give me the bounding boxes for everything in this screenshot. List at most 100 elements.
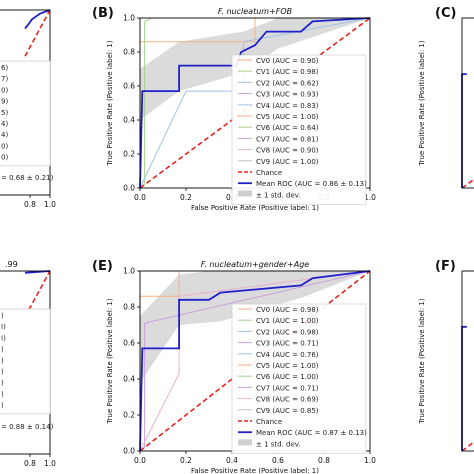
x-tick-label: 1.0 — [44, 459, 56, 468]
legend-entry: 4) — [1, 120, 8, 128]
x-axis-label: False Positive Rate (Positive label: 1) — [191, 467, 319, 474]
panel-b: 0.00.20.40.60.81.00.00.20.40.60.81.0Fals… — [92, 6, 376, 212]
legend-entry: CV6 (AUC = 1.00) — [256, 373, 319, 381]
legend-entry: 9) — [1, 98, 8, 106]
y-tick-label: 1.0 — [123, 267, 135, 276]
legend-entry: 0) — [1, 86, 8, 94]
panel-label: (E) — [92, 259, 113, 274]
x-tick-label: 1.0 — [364, 193, 376, 202]
y-tick-label: 0.4 — [123, 116, 135, 125]
y-tick-label: 0.0 — [123, 447, 135, 456]
legend-entry: ) — [1, 346, 4, 354]
legend-entry: CV2 (AUC = 0.98) — [256, 328, 319, 336]
legend-entry: ) — [1, 312, 4, 320]
legend-entry: CV0 (AUC = 0.98) — [256, 306, 319, 314]
mean-roc-line — [139, 270, 371, 452]
legend-entry: ) — [1, 390, 4, 398]
y-tick-label: 0.2 — [123, 150, 135, 159]
legend-entry: Chance — [256, 169, 282, 177]
legend-entry: ) — [1, 379, 4, 387]
legend-entry: I) — [1, 323, 6, 331]
panel-f: True Positive Rate (Positive label: 1) (F… — [418, 259, 474, 452]
legend-entry: CV2 (AUC = 0.62) — [256, 79, 319, 87]
legend-entry: ± 1 std. dev. — [256, 440, 301, 448]
legend-entry: CV3 (AUC = 0.71) — [256, 340, 319, 348]
y-axis-label: True Positive Rate (Positive label: 1) — [418, 298, 426, 424]
legend-box — [0, 60, 51, 167]
legend-entry: 7) — [1, 75, 8, 83]
panel-label: (F) — [435, 259, 456, 274]
axes-frame — [461, 17, 474, 189]
legend-entry: 0) — [1, 154, 8, 162]
legend-box — [231, 303, 367, 454]
legend-entry: CV5 (AUC = 1.00) — [256, 113, 319, 121]
y-tick-label: 0.8 — [123, 48, 135, 57]
x-tick-label: 1.0 — [364, 456, 376, 465]
legend-entry: Mean ROC (AUC = 0.87 ± 0.13) — [256, 429, 367, 437]
legend-entry: CV0 (AUC = 0.90) — [256, 57, 319, 65]
legend-entry: CV9 (AUC = 0.85) — [256, 407, 319, 415]
legend-box — [231, 54, 367, 205]
panel-a: 0.8 1.0 6) 7) 0) 9) 5) 4) 4) 0) 0) = 0.68 ± 0.21) — [0, 9, 56, 209]
panel-c: True Positive Rate (Positive label: 1) (C… — [418, 6, 474, 189]
x-tick-label: 0.2 — [180, 456, 192, 465]
legend-mean-label: = 0.68 ± 0.21) — [1, 174, 54, 182]
legend-band-swatch — [238, 439, 252, 446]
legend-entry: ) — [1, 402, 4, 410]
x-tick-label: 0.8 — [24, 200, 36, 209]
axes-frame — [461, 270, 474, 452]
panel-label: (C) — [435, 6, 456, 21]
y-tick-label: 1.0 — [123, 14, 135, 23]
x-tick-label: 0.0 — [134, 456, 146, 465]
legend-entry: CV5 (AUC = 1.00) — [256, 362, 319, 370]
chance-line — [24, 9, 51, 57]
legend-entry: ) — [1, 357, 4, 365]
legend-band-swatch — [238, 190, 252, 197]
legend-entry: CV6 (AUC = 0.64) — [256, 124, 319, 132]
legend-entry: ) — [1, 368, 4, 376]
y-axis-label: True Positive Rate (Positive label: 1) — [418, 40, 426, 166]
legend-entry: CV3 (AUC = 0.93) — [256, 91, 319, 99]
chance-line — [461, 178, 474, 189]
std-band — [140, 18, 370, 120]
legend-entry: ± 1 std. dev. — [256, 191, 301, 199]
x-axis-label: False Positive Rate (Positive label: 1) — [191, 204, 319, 212]
mean-roc-line — [24, 9, 51, 30]
y-axis-label: True Positive Rate (Positive label: 1) — [106, 298, 114, 424]
chart-title: F. nucleatum+FOB — [218, 7, 292, 16]
y-tick-label: 0.2 — [123, 411, 135, 420]
x-tick-label: 1.0 — [44, 200, 56, 209]
legend-entry: Mean ROC (AUC = 0.86 ± 0.13) — [256, 180, 367, 188]
chart-title: .99 — [5, 260, 18, 269]
legend-entry: 4) — [1, 131, 8, 139]
chart-title: F. nucleatum+gender+Age — [201, 260, 310, 269]
legend-entry: Chance — [256, 418, 282, 426]
legend-entry: CV7 (AUC = 0.71) — [256, 384, 319, 392]
y-tick-label: 0.6 — [123, 82, 135, 91]
legend-entry: CV4 (AUC = 0.76) — [256, 351, 319, 359]
legend-entry: CV8 (AUC = 0.69) — [256, 396, 319, 404]
legend-entry: CV1 (AUC = 1.00) — [256, 317, 319, 325]
legend-entry: 0) — [1, 142, 8, 150]
y-tick-label: 0.0 — [123, 184, 135, 193]
legend-entry: 6) — [1, 64, 8, 72]
legend-entry: 5) — [1, 109, 8, 117]
y-tick-label: 0.8 — [123, 303, 135, 312]
legend-entry: CV9 (AUC = 1.00) — [256, 158, 319, 166]
panel-e: 0.0 0.2 0.4 0.6 0.8 1.0 0.0 0.2 0.4 0.6 0.8 1.0 Fals… — [92, 259, 376, 474]
legend-box — [0, 308, 51, 415]
legend-entry: CV1 (AUC = 0.98) — [256, 68, 319, 76]
legend-entry: I) — [1, 334, 6, 342]
x-tick-label: 0.8 — [24, 459, 36, 468]
x-tick-label: 0.6 — [272, 456, 284, 465]
mean-roc-line — [461, 73, 467, 188]
y-tick-label: 0.6 — [123, 339, 135, 348]
x-tick-label: 0.8 — [318, 456, 330, 465]
legend-entry: CV8 (AUC = 0.90) — [256, 147, 319, 155]
panel-d: 0.8 1.0 .99) I) I))))))) = 0.88 ± 0.14) — [0, 260, 56, 468]
x-tick-label: 0.2 — [180, 193, 192, 202]
x-tick-label: 0.0 — [134, 193, 146, 202]
y-tick-label: 0.4 — [123, 375, 135, 384]
legend-entry: CV4 (AUC = 0.83) — [256, 102, 319, 110]
